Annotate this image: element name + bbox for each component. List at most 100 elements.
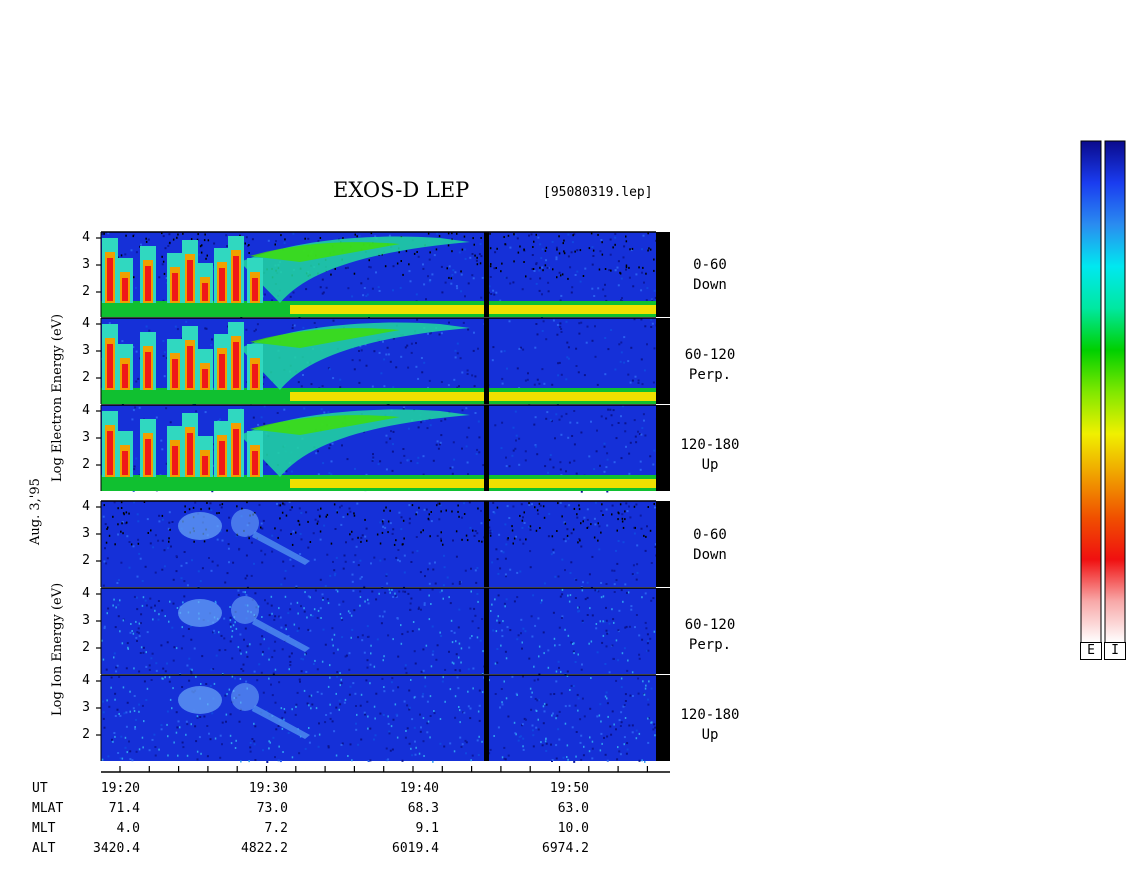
speckle bbox=[360, 349, 363, 352]
speckle bbox=[402, 448, 405, 450]
speckle bbox=[630, 605, 633, 608]
speckle bbox=[566, 528, 569, 531]
speckle bbox=[509, 629, 512, 632]
speckle bbox=[182, 635, 185, 638]
speckle bbox=[603, 620, 606, 623]
speckle bbox=[121, 522, 123, 525]
speckle bbox=[227, 547, 230, 550]
speckle bbox=[464, 569, 467, 572]
speckle bbox=[147, 238, 150, 241]
data-gap bbox=[590, 232, 593, 235]
speckle bbox=[169, 528, 171, 531]
speckle bbox=[591, 287, 594, 290]
speckle bbox=[606, 759, 609, 762]
speckle bbox=[403, 537, 405, 540]
speckle bbox=[649, 455, 652, 458]
speckle bbox=[541, 330, 544, 332]
speckle bbox=[496, 661, 499, 664]
speckle bbox=[382, 340, 384, 343]
speckle bbox=[540, 741, 542, 744]
speckle bbox=[457, 626, 460, 629]
speckle bbox=[278, 745, 280, 748]
speckle bbox=[124, 736, 127, 739]
speckle bbox=[463, 502, 466, 505]
speckle bbox=[506, 505, 509, 508]
speckle bbox=[256, 679, 259, 682]
speckle bbox=[606, 702, 609, 705]
speckle bbox=[392, 443, 394, 446]
speckle bbox=[291, 327, 294, 330]
speckle bbox=[456, 352, 459, 355]
speckle bbox=[561, 615, 564, 618]
speckle bbox=[439, 631, 441, 634]
speckle bbox=[429, 424, 432, 427]
speckle bbox=[270, 604, 273, 607]
speckle bbox=[423, 361, 426, 364]
speckle bbox=[488, 285, 491, 288]
speckle bbox=[289, 509, 292, 511]
pitch-range: 0-60 bbox=[693, 257, 727, 273]
data-gap bbox=[356, 235, 358, 238]
speckle bbox=[271, 656, 274, 659]
speckle bbox=[536, 509, 539, 512]
speckle bbox=[309, 629, 312, 632]
speckle bbox=[547, 535, 550, 538]
speckle bbox=[316, 668, 319, 671]
speckle bbox=[576, 249, 579, 252]
speckle bbox=[560, 692, 563, 695]
speckle bbox=[366, 625, 369, 628]
speckle bbox=[385, 574, 388, 577]
speckle bbox=[513, 537, 516, 540]
speckle bbox=[532, 745, 535, 748]
speckle bbox=[399, 461, 402, 464]
speckle bbox=[226, 245, 229, 248]
speckle bbox=[474, 412, 477, 414]
speckle bbox=[654, 543, 657, 546]
speckle bbox=[522, 675, 524, 678]
speckle bbox=[600, 732, 603, 735]
speckle bbox=[120, 561, 123, 564]
speckle bbox=[321, 292, 324, 295]
speckle bbox=[407, 592, 410, 595]
speckle bbox=[118, 713, 120, 715]
data-gap bbox=[649, 248, 652, 251]
speckle bbox=[396, 736, 399, 739]
speckle bbox=[379, 712, 382, 715]
speckle bbox=[478, 451, 481, 454]
speckle bbox=[282, 751, 284, 753]
speckle bbox=[332, 560, 334, 563]
speckle bbox=[489, 529, 492, 532]
speckle bbox=[246, 574, 249, 577]
speckle bbox=[566, 756, 568, 758]
speckle bbox=[567, 436, 570, 439]
hot-spot-core bbox=[219, 354, 225, 388]
data-gap bbox=[161, 232, 163, 235]
speckle bbox=[415, 342, 417, 345]
speckle bbox=[552, 551, 555, 554]
speckle bbox=[279, 517, 281, 520]
y-tick-label: 3 bbox=[82, 343, 90, 358]
data-gap bbox=[400, 260, 402, 262]
speckle bbox=[422, 473, 425, 476]
speckle bbox=[402, 543, 404, 546]
speckle bbox=[445, 509, 447, 512]
speckle bbox=[154, 534, 157, 537]
speckle bbox=[167, 527, 170, 530]
speckle bbox=[138, 748, 141, 751]
speckle bbox=[438, 502, 441, 505]
speckle bbox=[268, 747, 270, 750]
speckle bbox=[428, 258, 431, 261]
speckle bbox=[365, 527, 368, 530]
speckle bbox=[481, 691, 484, 694]
speckle bbox=[539, 277, 542, 280]
speckle bbox=[287, 612, 290, 615]
speckle bbox=[624, 626, 627, 629]
speckle bbox=[242, 591, 245, 593]
mlat-value: 71.4 bbox=[108, 801, 140, 816]
speckle bbox=[603, 470, 606, 473]
speckle bbox=[573, 233, 576, 236]
speckle bbox=[429, 715, 432, 717]
speckle bbox=[577, 606, 580, 609]
speckle bbox=[581, 663, 583, 666]
speckle bbox=[409, 280, 412, 283]
